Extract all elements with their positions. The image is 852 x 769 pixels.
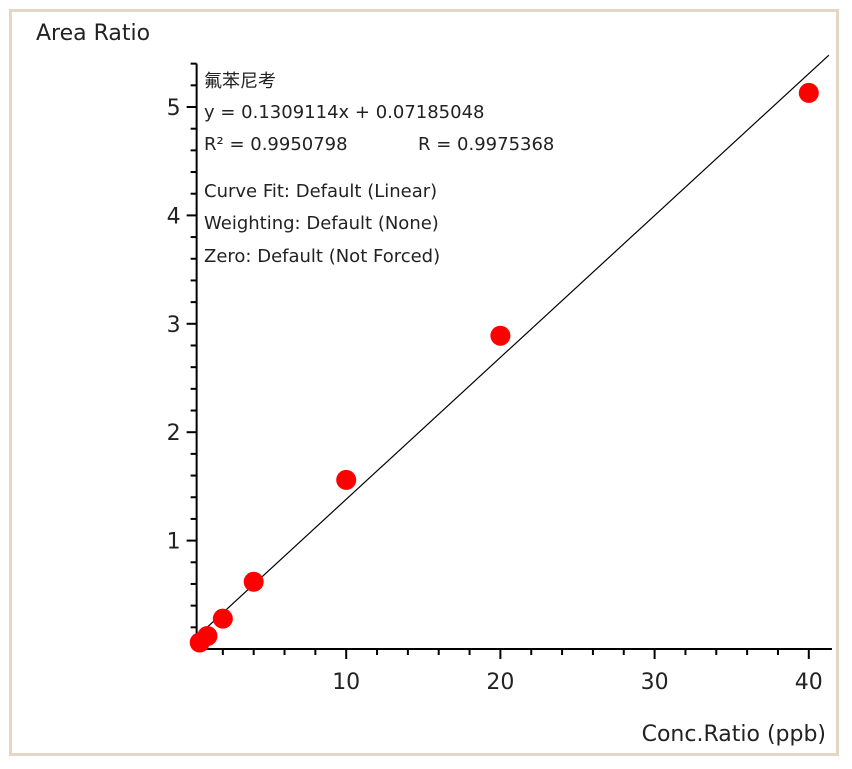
data-point — [197, 625, 218, 646]
x-tick-label: 30 — [641, 670, 669, 695]
x-tick-label: 10 — [332, 670, 360, 695]
y-tick-label: 5 — [167, 96, 181, 121]
data-point — [243, 571, 264, 592]
x-axis-label: Conc.Ratio (ppb) — [642, 722, 826, 747]
x-tick-label: 20 — [486, 670, 514, 695]
y-axis-label: Area Ratio — [36, 21, 150, 46]
fit-equation: y = 0.1309114x + 0.07185048 — [204, 102, 485, 123]
annotation-block: 氟苯尼考 y = 0.1309114x + 0.07185048 R² = 0.… — [204, 71, 554, 267]
y-tick-label: 4 — [167, 204, 181, 229]
fit-line — [196, 54, 830, 638]
r-squared: R² = 0.9950798 — [204, 134, 348, 155]
y-tick-label: 1 — [167, 530, 181, 555]
curve-fit-info: Curve Fit: Default (Linear) — [204, 181, 437, 202]
data-point — [490, 325, 511, 346]
y-tick-label: 3 — [167, 313, 181, 338]
zero-info: Zero: Default (Not Forced) — [204, 246, 440, 267]
data-point — [798, 82, 819, 103]
chart-frame — [9, 9, 839, 756]
data-point — [336, 469, 357, 490]
y-tick-label: 2 — [167, 421, 181, 446]
compound-name: 氟苯尼考 — [204, 71, 276, 92]
data-point — [212, 608, 233, 629]
x-tick-label: 40 — [795, 670, 823, 695]
r-value: R = 0.9975368 — [418, 134, 554, 155]
weighting-info: Weighting: Default (None) — [204, 213, 439, 234]
